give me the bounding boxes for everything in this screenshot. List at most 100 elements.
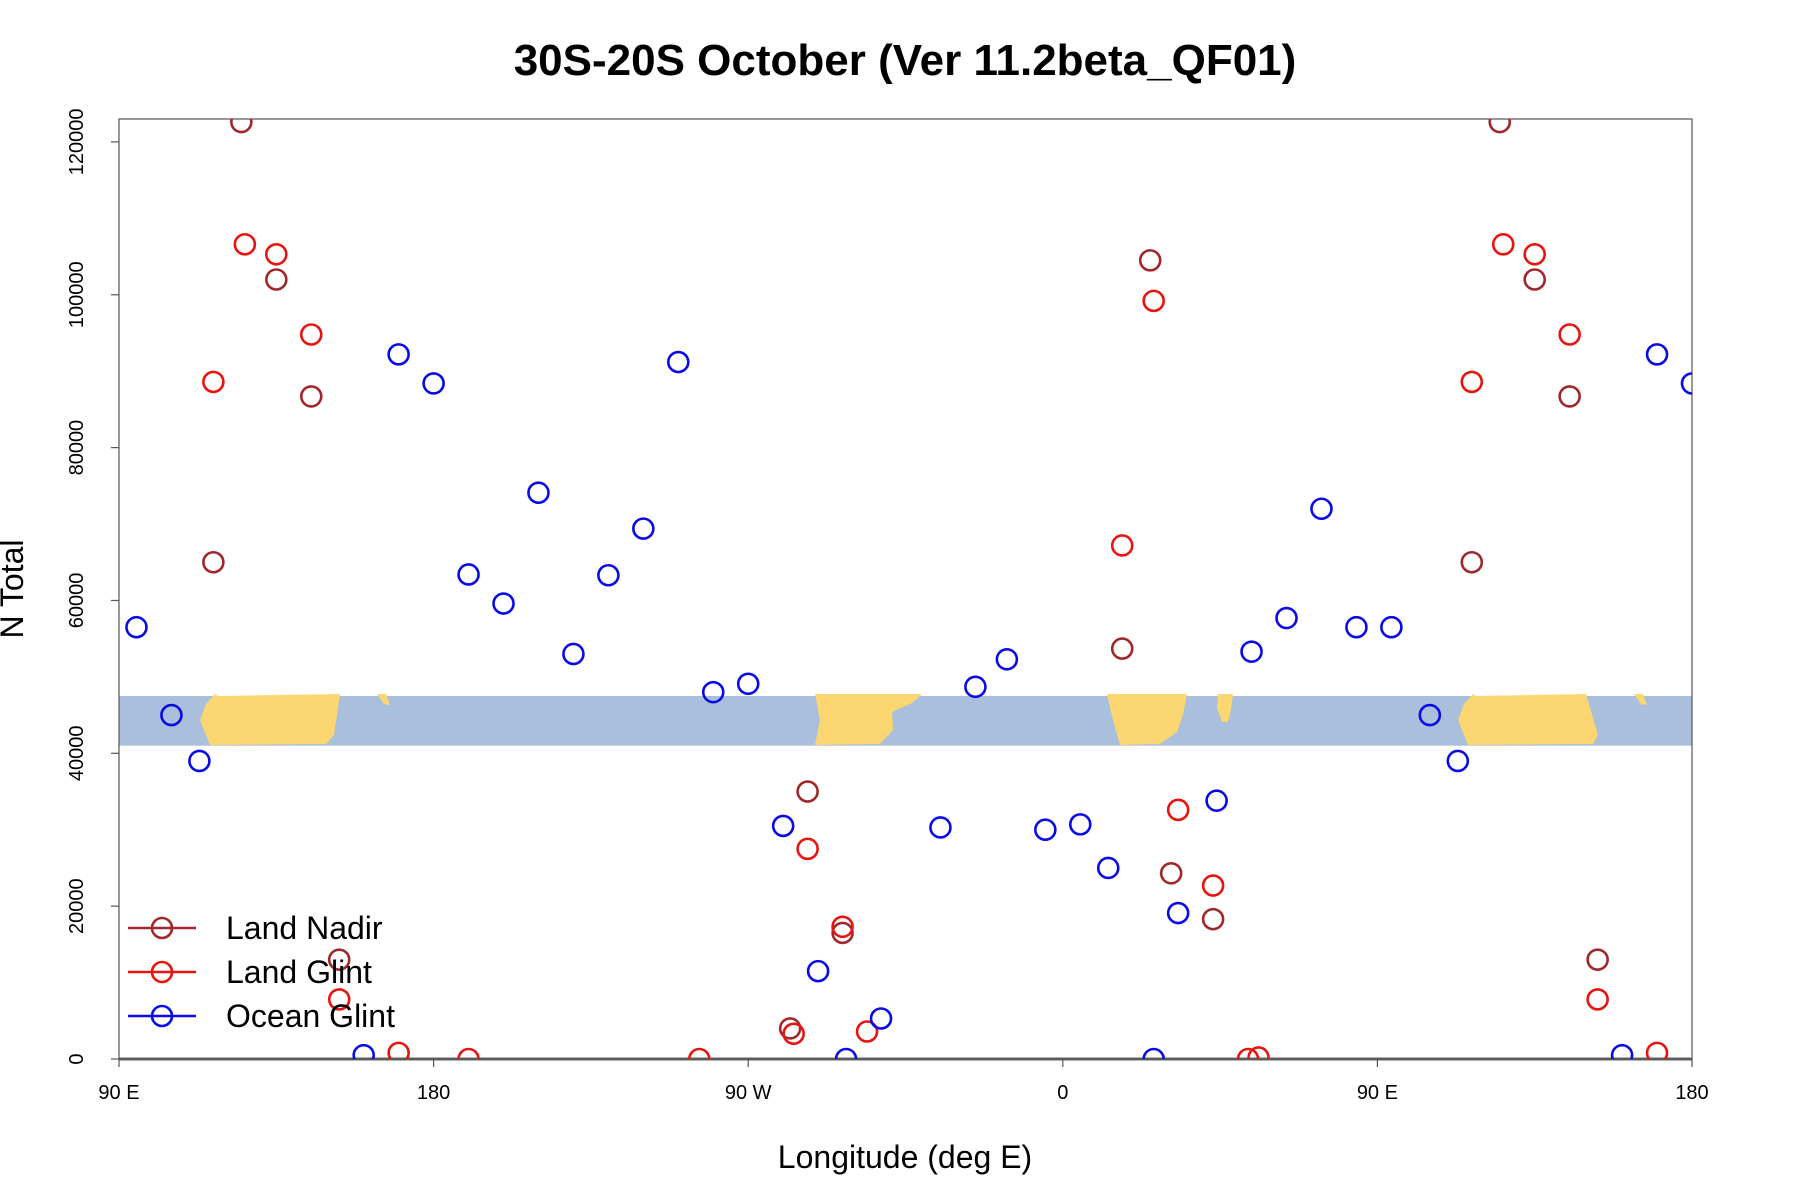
x-tick-label: 90 E <box>98 1082 139 1104</box>
y-tick-label: 120000 <box>66 109 88 176</box>
land-glint-point <box>1523 242 1546 266</box>
ocean-glint-legend-marker <box>150 1004 174 1028</box>
land-nadir-point <box>230 119 253 134</box>
y-axis-label: N Total <box>0 539 30 638</box>
land-nadir-point <box>1110 637 1134 660</box>
land-glint-point <box>457 1047 480 1059</box>
land-glint-point <box>233 233 257 256</box>
ocean-glint-point <box>995 648 1019 671</box>
australia-landmass-repeat <box>1458 694 1598 745</box>
land-glint-point <box>1166 798 1190 822</box>
land-glint-point <box>327 988 351 1011</box>
land-nadir-legend-label: Land Nadir <box>226 910 383 946</box>
new-caledonia-landmass <box>377 694 390 705</box>
land-glint-point <box>264 242 288 266</box>
ocean-glint-point <box>1610 1043 1634 1059</box>
y-tick-label: 20000 <box>66 878 88 934</box>
ocean-glint-point <box>1645 343 1669 366</box>
ocean-glint-point <box>869 1007 893 1030</box>
land-glint-point <box>1142 289 1165 313</box>
land-glint-point <box>1201 874 1225 897</box>
x-tick-label: 90 W <box>725 1082 772 1104</box>
x-axis: 90 E 180 90 W 0 90 E 180 <box>98 1059 1709 1104</box>
ocean-glint-point <box>1240 640 1263 663</box>
ocean-glint-point <box>771 814 795 838</box>
ocean-glint-point <box>352 1043 375 1059</box>
ocean-glint-point <box>1275 606 1298 630</box>
land-nadir-point <box>1586 948 1609 971</box>
land-nadir-point <box>1159 861 1183 885</box>
land-glint-point <box>387 1041 410 1059</box>
land-glint-point <box>1491 233 1515 256</box>
land-glint-legend-label: Land Glint <box>226 954 372 990</box>
ocean-glint-point <box>125 615 148 639</box>
ocean-glint-point <box>597 563 620 587</box>
land-glint-point <box>796 837 819 861</box>
australia-landmass <box>200 694 340 745</box>
southern-africa-landmass <box>1107 694 1187 745</box>
land-glint-point <box>1558 323 1581 346</box>
y-tick-label: 0 <box>66 1053 88 1064</box>
land-nadir-point <box>264 268 288 291</box>
ocean-glint-point <box>632 517 655 540</box>
land-glint-point <box>1236 1047 1260 1059</box>
south-america-landmass <box>815 694 922 745</box>
ocean-glint-point <box>806 959 830 983</box>
land-glint-point <box>855 1020 879 1043</box>
ocean-glint-point <box>701 680 725 704</box>
land-nadir-point <box>796 780 819 803</box>
land-nadir-point <box>1201 907 1225 931</box>
x-tick-label: 0 <box>1057 1082 1068 1104</box>
land-glint-point <box>687 1047 711 1059</box>
world-map-band <box>119 694 1692 746</box>
ocean-glint-point <box>422 372 445 395</box>
ocean-glint-point <box>457 563 480 586</box>
x-tick-label: 180 <box>417 1082 450 1104</box>
data-points <box>125 119 1692 1059</box>
new-caledonia-landmass-repeat <box>1634 694 1647 705</box>
ocean-glint-point <box>1345 615 1368 639</box>
ocean-glint-point <box>1310 497 1333 521</box>
ocean-glint-point <box>492 592 515 615</box>
ocean-glint-point <box>1446 749 1470 773</box>
x-tick-label: 180 <box>1675 1082 1708 1104</box>
ocean-glint-point <box>1068 813 1092 836</box>
ocean-glint-point <box>1034 818 1057 842</box>
land-nadir-point <box>299 385 323 408</box>
land-glint-point <box>202 370 225 394</box>
chart-title: 30S-20S October (Ver 11.2beta_QF01) <box>514 36 1297 85</box>
y-axis: 0 20000 40000 60000 80000 100000 120000 <box>66 109 119 1065</box>
y-tick-label: 80000 <box>66 420 88 476</box>
land-glint-point <box>1247 1046 1270 1059</box>
ocean-glint-point <box>929 816 952 839</box>
land-nadir-point <box>1138 249 1162 272</box>
land-glint-point <box>1586 988 1609 1011</box>
plot-frame <box>118 118 1693 1060</box>
ocean-glint-point <box>1205 789 1228 812</box>
land-glint-point <box>299 323 323 346</box>
ocean-glint-point <box>1418 703 1442 727</box>
land-nadir-point <box>1523 268 1546 291</box>
y-tick-label: 40000 <box>66 725 88 781</box>
land-glint-legend-marker <box>150 960 174 984</box>
land-glint-point <box>1460 370 1484 394</box>
ocean-glint-point <box>562 642 585 666</box>
land-nadir-point <box>778 1017 802 1040</box>
map-land <box>200 694 1647 745</box>
ocean-glint-point <box>387 343 410 366</box>
land-nadir-legend-marker <box>150 916 174 940</box>
land-glint-point <box>782 1022 805 1046</box>
land-glint-point <box>1110 534 1134 557</box>
y-tick-label: 100000 <box>66 261 88 328</box>
ocean-glint-point <box>964 675 987 699</box>
land-nadir-point <box>202 550 225 574</box>
ocean-glint-point <box>834 1047 858 1059</box>
land-nadir-point <box>327 948 351 971</box>
ocean-glint-point <box>1096 856 1120 880</box>
ocean-glint-point <box>666 350 690 374</box>
x-axis-label: Longitude (deg E) <box>778 1139 1032 1175</box>
ocean-glint-point <box>1380 615 1403 639</box>
ocean-glint-point <box>1680 372 1692 395</box>
land-nadir-point <box>1488 119 1512 134</box>
